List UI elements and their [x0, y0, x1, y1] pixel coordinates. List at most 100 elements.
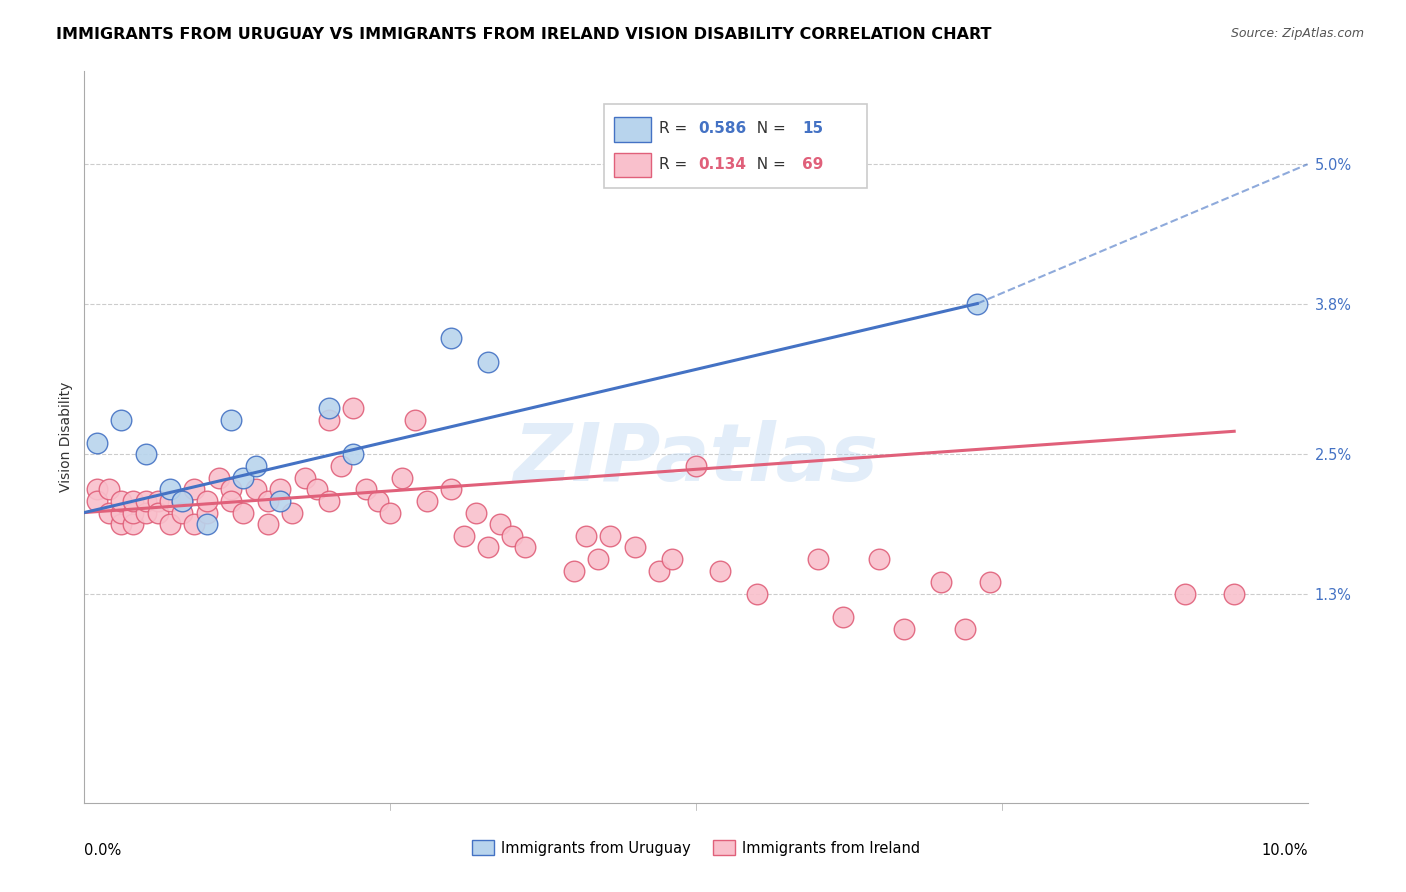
Point	[318, 401, 340, 415]
Point	[624, 541, 647, 555]
Point	[110, 506, 132, 520]
Point	[281, 506, 304, 520]
Text: IMMIGRANTS FROM URUGUAY VS IMMIGRANTS FROM IRELAND VISION DISABILITY CORRELATION: IMMIGRANTS FROM URUGUAY VS IMMIGRANTS FR…	[56, 27, 991, 42]
Point	[269, 483, 291, 497]
Point	[661, 552, 683, 566]
Point	[354, 483, 377, 497]
Point	[245, 459, 267, 474]
Text: 0.586: 0.586	[699, 121, 747, 136]
Point	[709, 564, 731, 578]
Point	[172, 494, 194, 508]
Text: 0.0%: 0.0%	[84, 843, 121, 858]
Point	[318, 412, 340, 426]
Point	[97, 506, 120, 520]
Point	[575, 529, 598, 543]
Text: 69: 69	[803, 157, 824, 172]
Point	[195, 517, 218, 532]
Point	[232, 471, 254, 485]
Text: N =: N =	[748, 157, 792, 172]
Point	[122, 494, 145, 508]
Point	[219, 412, 242, 426]
Point	[110, 517, 132, 532]
Point	[122, 517, 145, 532]
Point	[440, 483, 463, 497]
Point	[172, 494, 194, 508]
Point	[380, 506, 402, 520]
Point	[318, 494, 340, 508]
Text: ZIPatlas: ZIPatlas	[513, 420, 879, 498]
FancyBboxPatch shape	[614, 118, 651, 143]
Point	[159, 517, 181, 532]
FancyBboxPatch shape	[605, 104, 868, 188]
Point	[219, 483, 242, 497]
Point	[489, 517, 512, 532]
Point	[342, 448, 364, 462]
Point	[1223, 587, 1246, 601]
Point	[146, 506, 169, 520]
Point	[183, 517, 205, 532]
Point	[807, 552, 830, 566]
Point	[110, 412, 132, 426]
Point	[342, 401, 364, 415]
Point	[953, 622, 976, 636]
Point	[245, 483, 267, 497]
Point	[135, 448, 157, 462]
Point	[586, 552, 609, 566]
Point	[146, 494, 169, 508]
Point	[110, 494, 132, 508]
Point	[513, 541, 536, 555]
Point	[367, 494, 389, 508]
Point	[979, 575, 1001, 590]
Legend: Immigrants from Uruguay, Immigrants from Ireland: Immigrants from Uruguay, Immigrants from…	[467, 834, 925, 862]
Point	[453, 529, 475, 543]
Y-axis label: Vision Disability: Vision Disability	[59, 382, 73, 492]
Point	[648, 564, 671, 578]
Point	[477, 541, 499, 555]
Point	[122, 506, 145, 520]
Point	[305, 483, 328, 497]
Point	[391, 471, 413, 485]
Point	[257, 517, 280, 532]
Point	[404, 412, 426, 426]
Point	[97, 483, 120, 497]
Point	[929, 575, 952, 590]
Point	[269, 494, 291, 508]
Point	[208, 471, 231, 485]
Point	[195, 494, 218, 508]
Point	[440, 331, 463, 345]
Text: N =: N =	[748, 121, 792, 136]
Text: 0.134: 0.134	[699, 157, 747, 172]
Point	[562, 564, 585, 578]
Point	[294, 471, 316, 485]
Point	[1174, 587, 1197, 601]
FancyBboxPatch shape	[614, 153, 651, 178]
Point	[599, 529, 621, 543]
Point	[966, 296, 988, 310]
Point	[232, 506, 254, 520]
Point	[135, 506, 157, 520]
Point	[502, 529, 524, 543]
Point	[159, 483, 181, 497]
Point	[257, 494, 280, 508]
Point	[172, 506, 194, 520]
Point	[159, 494, 181, 508]
Text: R =: R =	[659, 121, 692, 136]
Point	[464, 506, 486, 520]
Point	[219, 494, 242, 508]
Text: R =: R =	[659, 157, 692, 172]
Text: 10.0%: 10.0%	[1261, 843, 1308, 858]
Point	[685, 459, 707, 474]
Text: 15: 15	[803, 121, 824, 136]
Point	[86, 436, 108, 450]
Point	[86, 494, 108, 508]
Point	[195, 506, 218, 520]
Point	[747, 587, 769, 601]
Point	[330, 459, 353, 474]
Text: Source: ZipAtlas.com: Source: ZipAtlas.com	[1230, 27, 1364, 40]
Point	[893, 622, 915, 636]
Point	[86, 483, 108, 497]
Point	[831, 610, 853, 624]
Point	[869, 552, 891, 566]
Point	[477, 354, 499, 368]
Point	[416, 494, 439, 508]
